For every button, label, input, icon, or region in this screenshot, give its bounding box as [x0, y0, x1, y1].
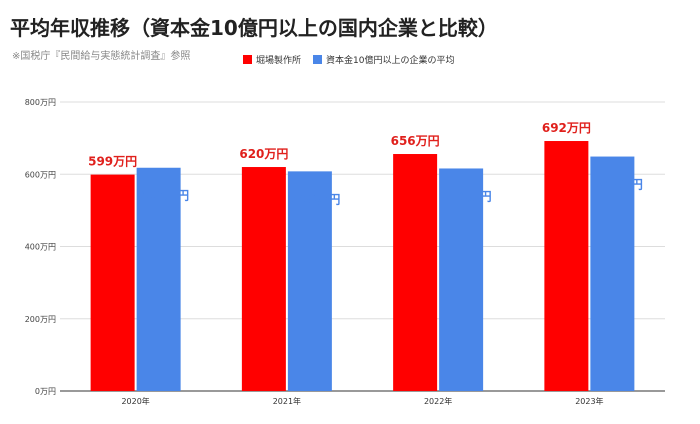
- legend-swatch-series2: [313, 55, 323, 64]
- data-label-series2: 608万円: [291, 192, 340, 206]
- bar-series2: [287, 171, 332, 391]
- data-label-series2: 616万円: [443, 189, 492, 203]
- legend-item-series1: 堀場製作所: [243, 53, 301, 66]
- x-tick-label: 2023年: [575, 396, 603, 406]
- chart-title: 平均年収推移（資本金10億円以上の国内企業と比較）: [10, 16, 498, 40]
- data-label-series1: 620万円: [239, 147, 288, 161]
- bar-series1: [241, 167, 286, 391]
- data-label-series1: 656万円: [391, 134, 440, 148]
- y-tick-label: 200万円: [25, 315, 56, 324]
- legend: 堀場製作所 資本金10億円以上の企業の平均: [243, 53, 454, 66]
- bar-series2: [590, 156, 635, 391]
- y-tick-label: 600万円: [25, 170, 56, 179]
- data-label-series1: 599万円: [88, 155, 137, 169]
- y-tick-label: 0万円: [35, 387, 56, 396]
- bar-series2: [439, 168, 484, 391]
- bar-series1: [90, 174, 135, 391]
- x-tick-label: 2020年: [121, 396, 149, 406]
- legend-label-series2: 資本金10億円以上の企業の平均: [326, 56, 455, 66]
- source-note: ※国税庁『民間給与実態統計調査』参照: [12, 51, 191, 62]
- legend-label-series1: 堀場製作所: [256, 56, 302, 66]
- bar-series2: [136, 167, 181, 391]
- bar-series1: [544, 141, 589, 391]
- data-label-series2: 618万円: [140, 189, 189, 203]
- x-tick-label: 2021年: [273, 396, 301, 406]
- data-label-series1: 692万円: [542, 121, 591, 135]
- x-tick-label: 2022年: [424, 396, 452, 406]
- y-tick-label: 400万円: [25, 243, 56, 252]
- legend-swatch-series1: [243, 55, 252, 64]
- bar-series1: [393, 154, 438, 391]
- y-tick-label: 800万円: [25, 98, 56, 107]
- legend-item-series2: 資本金10億円以上の企業の平均: [313, 53, 454, 66]
- data-label-series2: 649万円: [594, 178, 643, 192]
